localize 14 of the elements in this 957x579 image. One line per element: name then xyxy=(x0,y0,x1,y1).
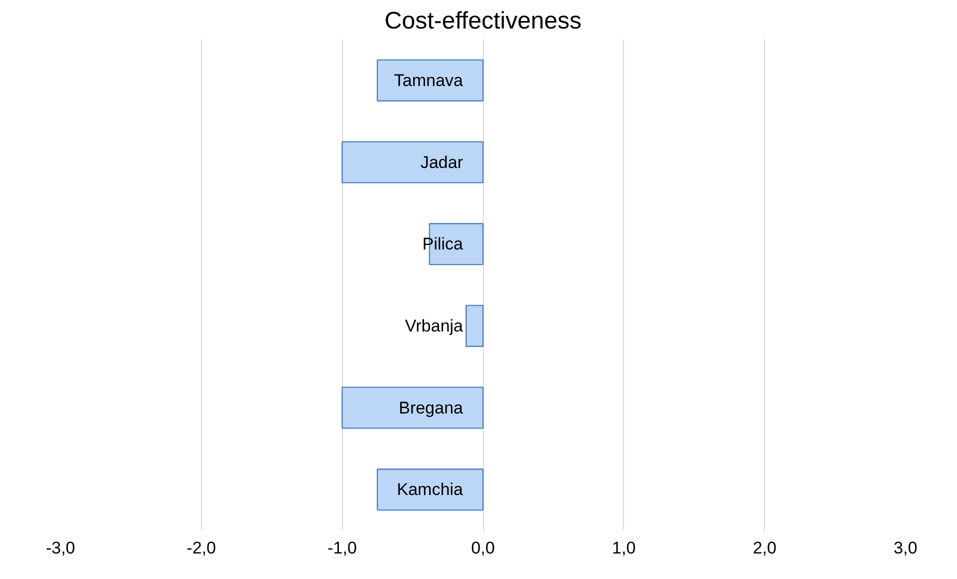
x-tick-label: 3,0 xyxy=(894,538,918,558)
y-tick-label: Pilica xyxy=(422,234,464,254)
x-tick-label: -2,0 xyxy=(186,538,216,558)
x-tick-label: -1,0 xyxy=(328,538,357,558)
y-tick-label: Vrbanja xyxy=(405,316,464,336)
chart-title: Cost-effectiveness xyxy=(384,8,582,34)
y-tick-label: Kamchia xyxy=(396,480,464,500)
x-tick-label: 0,0 xyxy=(471,538,495,558)
x-tick-label: 1,0 xyxy=(612,538,636,558)
x-tick-label: -3,0 xyxy=(46,538,76,558)
y-tick-label: Bregana xyxy=(398,398,464,418)
y-tick-label: Jadar xyxy=(420,152,464,172)
y-tick-label: Tamnava xyxy=(394,70,464,90)
x-tick-label: 2,0 xyxy=(752,538,776,558)
